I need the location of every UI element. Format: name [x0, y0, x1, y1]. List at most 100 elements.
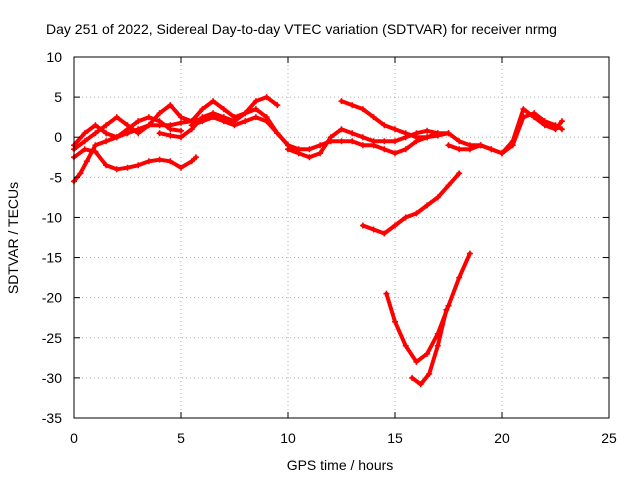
- data-point: [274, 130, 281, 137]
- data-point: [434, 194, 441, 201]
- data-point: [456, 170, 463, 177]
- data-point: [541, 122, 548, 129]
- data-point: [558, 126, 565, 133]
- series-sat-j: [359, 170, 463, 237]
- data-point: [520, 106, 527, 113]
- data-point: [135, 162, 142, 169]
- data-point: [156, 118, 163, 125]
- series-sat-l: [409, 306, 450, 388]
- series-line: [446, 107, 564, 156]
- y-tick-label: -5: [50, 169, 63, 185]
- data-point: [188, 122, 195, 129]
- data-point: [220, 118, 227, 125]
- data-point: [488, 146, 495, 153]
- data-point: [409, 374, 416, 381]
- data-point: [413, 210, 420, 217]
- data-point: [145, 158, 152, 165]
- data-point: [317, 142, 324, 149]
- data-point: [338, 138, 345, 145]
- series-sat-a: [71, 146, 199, 173]
- y-tick-label: 5: [54, 89, 62, 105]
- data-point: [434, 342, 441, 349]
- data-point: [381, 138, 388, 145]
- data-point: [477, 142, 484, 149]
- x-tick-label: 25: [601, 430, 617, 446]
- data-point: [210, 98, 217, 105]
- data-point: [558, 118, 565, 125]
- data-point: [445, 302, 452, 309]
- data-point: [124, 164, 131, 171]
- data-point: [274, 102, 281, 109]
- series-sat-g: [285, 126, 441, 161]
- data-point: [135, 118, 142, 125]
- data-point: [359, 142, 366, 149]
- series-layer: [71, 94, 565, 388]
- data-point: [509, 138, 516, 145]
- data-point: [413, 358, 420, 365]
- data-point: [349, 138, 356, 145]
- data-point: [167, 126, 174, 133]
- data-point: [242, 110, 249, 117]
- data-point: [145, 114, 152, 121]
- data-point: [552, 126, 559, 133]
- y-tick-label: 0: [54, 129, 62, 145]
- data-point: [199, 118, 206, 125]
- data-point: [103, 162, 110, 169]
- data-point: [338, 98, 345, 105]
- data-point: [531, 114, 538, 121]
- data-point: [263, 118, 270, 125]
- data-point: [285, 146, 291, 153]
- data-point: [156, 130, 163, 137]
- x-tick-label: 10: [280, 430, 296, 446]
- data-point: [424, 134, 431, 141]
- data-point: [167, 132, 174, 139]
- x-tick-label: 15: [387, 430, 403, 446]
- series-sat-i: [445, 106, 565, 157]
- data-point: [445, 142, 452, 149]
- data-point: [178, 127, 184, 134]
- data-point: [178, 119, 184, 126]
- data-point: [392, 222, 398, 229]
- data-point: [145, 122, 152, 129]
- data-point: [456, 146, 463, 153]
- data-point: [81, 146, 88, 153]
- data-point: [178, 134, 184, 141]
- series-sat-k: [383, 250, 473, 365]
- series-line: [384, 251, 472, 364]
- data-point: [402, 146, 409, 153]
- data-point: [113, 114, 120, 121]
- data-point: [252, 98, 259, 105]
- data-point: [466, 146, 473, 153]
- data-point: [499, 150, 505, 157]
- data-point: [392, 138, 398, 145]
- data-point: [210, 114, 217, 121]
- data-point: [445, 182, 452, 189]
- data-point: [81, 130, 88, 137]
- data-point: [383, 290, 390, 297]
- data-point: [370, 114, 377, 121]
- y-tick-label: -25: [42, 330, 62, 346]
- data-point: [103, 122, 110, 129]
- data-point: [103, 130, 110, 137]
- data-point: [445, 130, 452, 137]
- series-line: [360, 171, 462, 236]
- data-point: [381, 230, 388, 237]
- data-point: [381, 146, 388, 153]
- y-tick-label: -15: [42, 250, 62, 266]
- data-point: [456, 274, 463, 281]
- data-point: [83, 158, 90, 165]
- data-point: [402, 214, 409, 221]
- data-point: [327, 134, 334, 141]
- data-point: [188, 158, 195, 165]
- data-point: [426, 370, 433, 377]
- data-point: [349, 102, 356, 109]
- data-point: [424, 350, 431, 357]
- data-point: [77, 170, 84, 177]
- data-point: [252, 106, 259, 113]
- data-point: [113, 134, 120, 141]
- data-point: [295, 150, 302, 157]
- y-tick-label: 10: [46, 49, 62, 65]
- data-point: [220, 106, 227, 113]
- data-point: [466, 250, 473, 257]
